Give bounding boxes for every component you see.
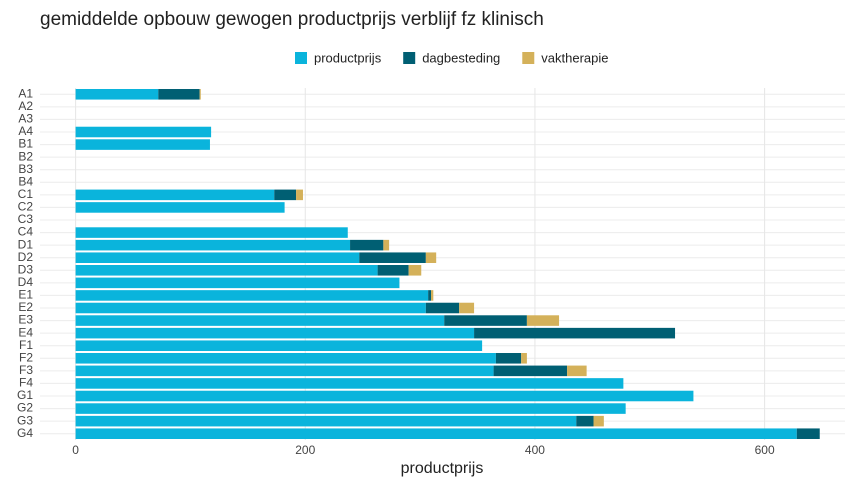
y-tick-label: F1: [19, 338, 33, 352]
bar-segment: [75, 265, 378, 276]
y-tick-label: E4: [18, 325, 33, 339]
x-tick-label: 0: [72, 443, 79, 457]
bar-segment: [75, 378, 624, 389]
y-tick-label: B1: [18, 137, 33, 151]
bar-segment: [75, 189, 275, 201]
bar-segment: [75, 202, 285, 213]
y-tick-label: D3: [18, 262, 34, 276]
bar-segment: [75, 415, 577, 427]
y-tick-label: D2: [18, 250, 34, 264]
bar-segment: [75, 315, 445, 326]
y-tick-label: E3: [18, 313, 33, 327]
bar-segment: [444, 315, 527, 326]
bar-segment: [359, 252, 426, 263]
bar-segment: [431, 290, 434, 301]
bar-segment: [75, 126, 212, 138]
legend-label: productprijs: [314, 50, 382, 65]
y-tick-label: C2: [18, 200, 34, 214]
bar-segment: [75, 340, 483, 351]
y-tick-label: C3: [18, 212, 34, 226]
bar-segment: [521, 353, 527, 364]
bar-segment: [75, 139, 210, 150]
bar-segment: [75, 252, 360, 263]
x-tick-label: 200: [295, 443, 315, 457]
bar-segment: [428, 290, 432, 301]
legend-label: vaktherapie: [541, 50, 608, 65]
bar-segment: [576, 415, 594, 427]
bar-segment: [567, 365, 587, 377]
y-tick-label: A2: [18, 99, 33, 113]
bar-segment: [75, 277, 400, 289]
bar-segment: [75, 428, 797, 439]
bar-segment: [350, 239, 384, 251]
y-tick-label: D1: [18, 237, 34, 251]
bar-segment: [425, 252, 437, 263]
bar-segment: [474, 327, 676, 339]
bar-segment: [593, 415, 604, 427]
bar-segment: [75, 327, 475, 339]
y-tick-label: B3: [18, 162, 33, 176]
bar-segment: [377, 265, 409, 276]
bar-segment: [75, 403, 626, 414]
bar-segment: [75, 89, 159, 100]
bar-segment: [425, 302, 460, 314]
bar-segment: [75, 353, 496, 364]
bar-segment: [75, 227, 348, 238]
x-tick-label: 400: [525, 443, 545, 457]
y-tick-label: F3: [19, 363, 33, 377]
y-tick-label: G4: [17, 426, 33, 440]
bar-segment: [495, 353, 522, 364]
y-tick-label: D4: [18, 275, 34, 289]
y-tick-label: B4: [18, 174, 33, 188]
chart-title: gemiddelde opbouw gewogen productprijs v…: [40, 9, 544, 30]
legend-swatch: [295, 52, 307, 64]
bar-segment: [75, 365, 494, 377]
bar-segment: [493, 365, 568, 377]
legend-swatch: [522, 52, 535, 64]
bar-segment: [75, 302, 426, 314]
y-tick-label: A1: [18, 86, 33, 100]
bar-segment: [158, 89, 200, 100]
y-tick-label: C4: [18, 225, 34, 239]
y-tick-label: F4: [19, 376, 33, 390]
bar-segment: [75, 390, 694, 402]
x-tick-label: 600: [755, 443, 775, 457]
y-tick-label: E2: [18, 300, 33, 314]
legend-label: dagbesteding: [422, 50, 500, 65]
bar-segment: [408, 265, 422, 276]
bar-segment: [526, 315, 560, 326]
legend-swatch: [403, 52, 416, 64]
y-tick-label: B2: [18, 149, 33, 163]
y-tick-label: E1: [18, 288, 33, 302]
bar-segment: [383, 239, 390, 251]
y-tick-label: G2: [17, 401, 33, 415]
y-tick-label: G3: [17, 413, 33, 427]
bar-segment: [75, 239, 351, 251]
bar-segment: [199, 89, 201, 100]
x-axis-title: productprijs: [401, 460, 484, 477]
y-tick-label: F2: [19, 350, 33, 364]
bar-segment: [75, 290, 429, 301]
y-tick-label: A4: [18, 124, 33, 138]
bar-segment: [296, 189, 303, 201]
y-tick-label: C1: [18, 187, 34, 201]
bar-segment: [459, 302, 475, 314]
y-tick-label: G1: [17, 388, 33, 402]
bar-segment: [796, 428, 820, 439]
bar-segment: [274, 189, 297, 201]
y-tick-label: A3: [18, 112, 33, 126]
